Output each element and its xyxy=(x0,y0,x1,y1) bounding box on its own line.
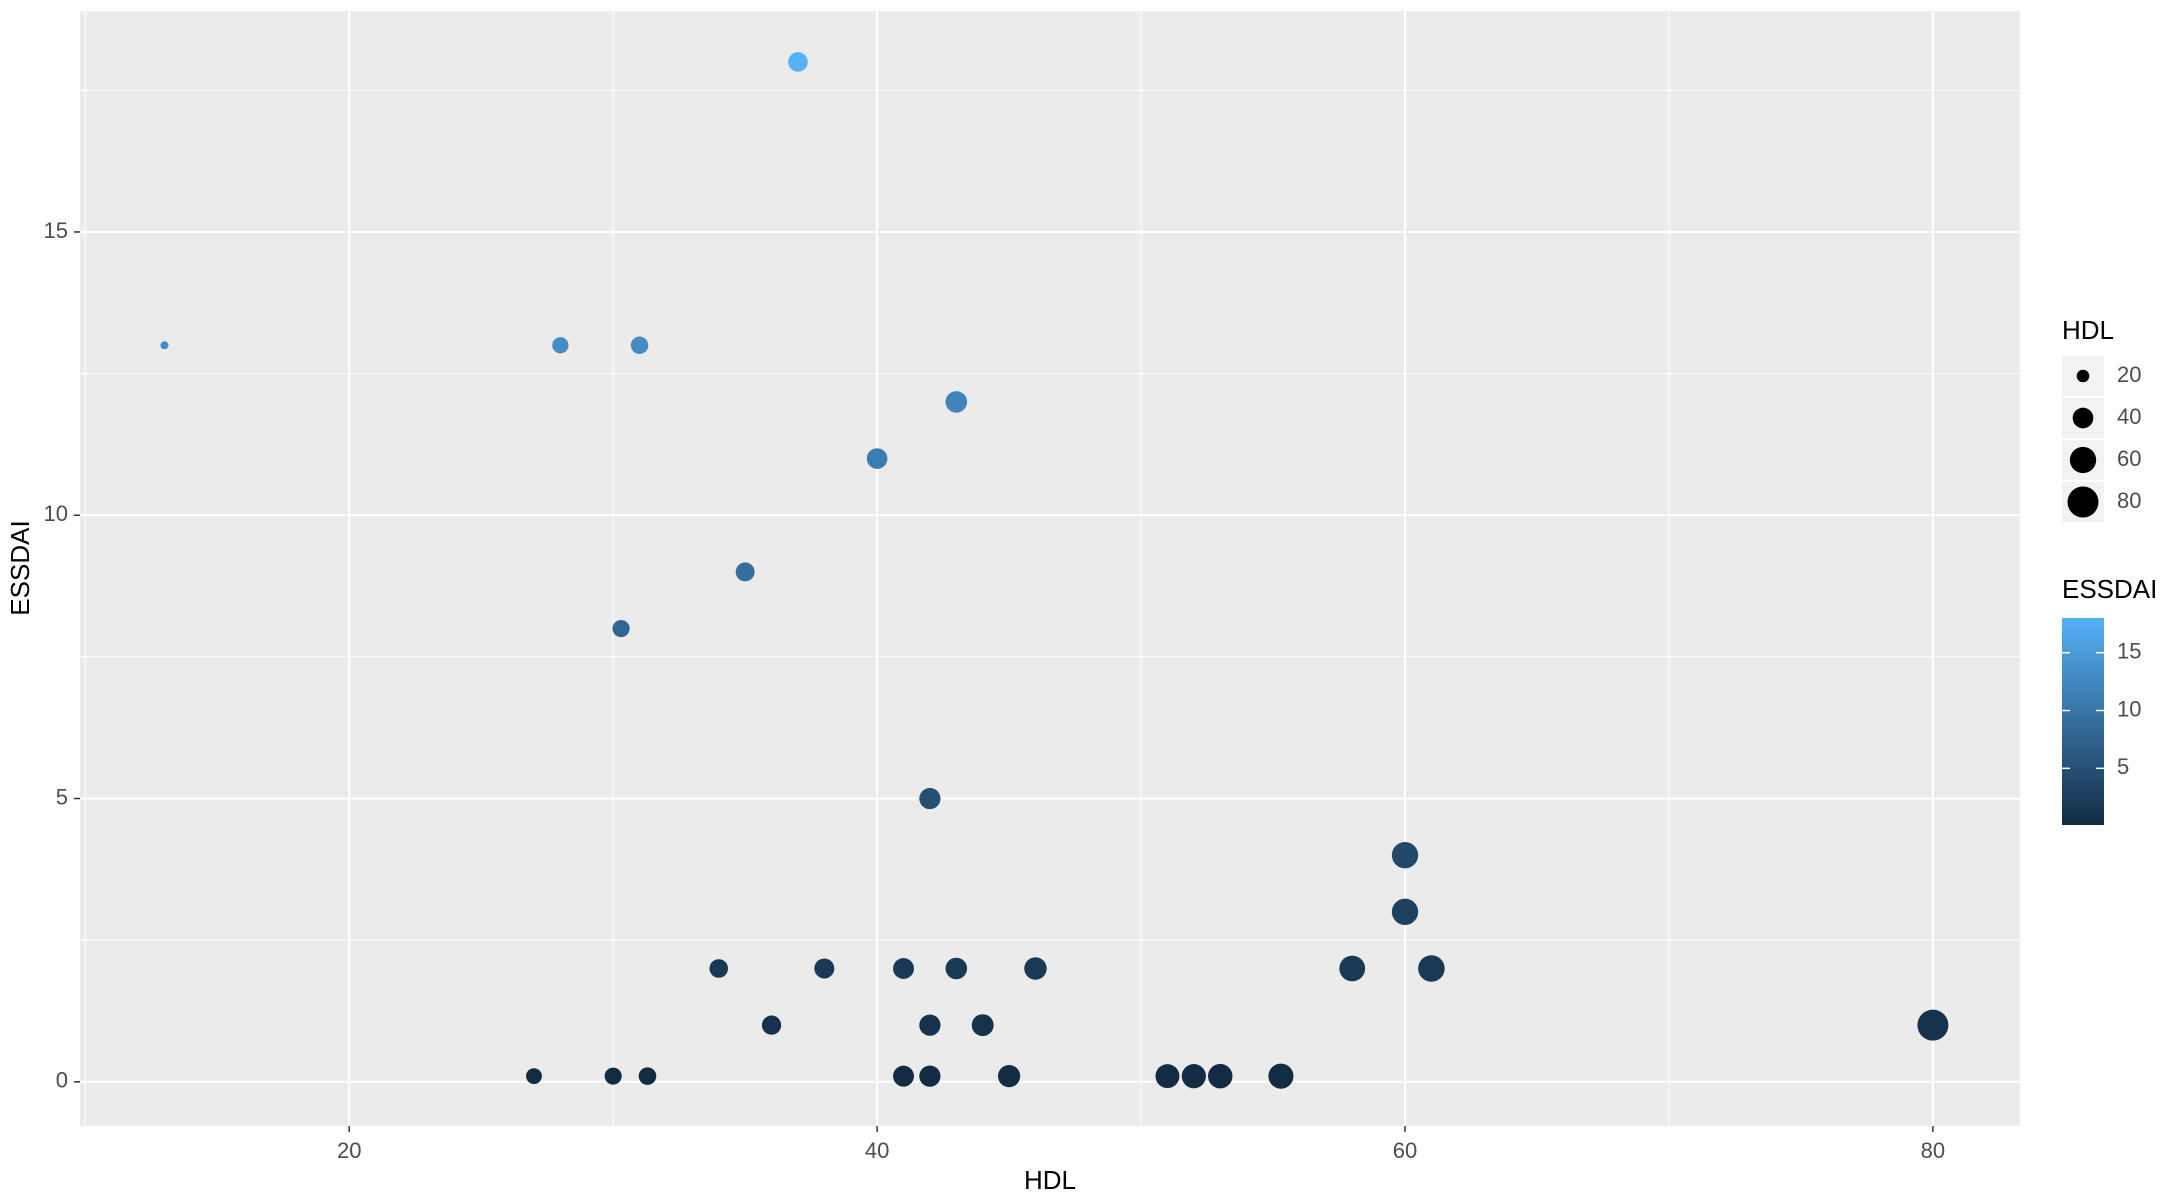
y-tick-label: 5 xyxy=(56,784,68,809)
legend-label: 20 xyxy=(2117,362,2141,387)
point xyxy=(919,787,941,810)
legend-label: 60 xyxy=(2117,446,2141,471)
size-legend-title: HDL xyxy=(2062,315,2114,345)
point xyxy=(160,341,169,350)
x-tick-label: 60 xyxy=(1393,1138,1417,1163)
legend-symbol xyxy=(2069,446,2097,474)
legend-symbol xyxy=(2067,486,2099,518)
colorbar-label: 5 xyxy=(2117,754,2129,779)
point xyxy=(1418,955,1445,982)
point xyxy=(638,1067,657,1085)
panel xyxy=(80,11,2020,1126)
point xyxy=(945,957,968,980)
y-axis-title: ESSDAI xyxy=(5,520,35,615)
point xyxy=(612,619,630,638)
point xyxy=(893,1065,914,1087)
legend-label: 80 xyxy=(2117,488,2141,513)
point xyxy=(1181,1064,1206,1089)
point xyxy=(814,958,835,979)
point xyxy=(1391,898,1419,926)
x-tick-label: 20 xyxy=(337,1138,361,1163)
point xyxy=(761,1015,782,1035)
points xyxy=(160,52,1949,1089)
legend-label: 40 xyxy=(2117,404,2141,429)
point xyxy=(552,337,569,354)
point xyxy=(893,958,914,979)
x-tick-label: 80 xyxy=(1921,1138,1945,1163)
point xyxy=(1917,1009,1949,1041)
point xyxy=(945,391,968,413)
y-tick-label: 0 xyxy=(56,1068,68,1093)
point xyxy=(735,562,755,582)
x-axis-title: HDL xyxy=(1024,1165,1076,1195)
colorbar-label: 10 xyxy=(2117,696,2141,721)
point xyxy=(866,448,888,469)
legend-symbol xyxy=(2076,369,2090,383)
grid xyxy=(80,11,2020,1126)
point xyxy=(1155,1064,1180,1089)
y-tick-label: 10 xyxy=(44,501,68,526)
colorbar xyxy=(2062,618,2104,825)
legend-symbol xyxy=(2072,407,2094,429)
point xyxy=(1268,1063,1294,1089)
color-legend-title: ESSDAI xyxy=(2062,574,2157,604)
y-tick-label: 15 xyxy=(44,218,68,243)
x-tick-label: 40 xyxy=(865,1138,889,1163)
point xyxy=(1208,1063,1233,1089)
point xyxy=(1391,842,1419,869)
point xyxy=(709,959,729,978)
point xyxy=(971,1014,994,1037)
point xyxy=(604,1067,622,1085)
point xyxy=(997,1065,1021,1088)
point xyxy=(788,52,808,72)
point xyxy=(526,1068,542,1085)
point xyxy=(919,1014,941,1036)
colorbar-label: 15 xyxy=(2117,639,2141,664)
point xyxy=(1024,957,1047,980)
point xyxy=(919,1065,941,1087)
point xyxy=(630,336,649,355)
point xyxy=(1339,955,1366,982)
